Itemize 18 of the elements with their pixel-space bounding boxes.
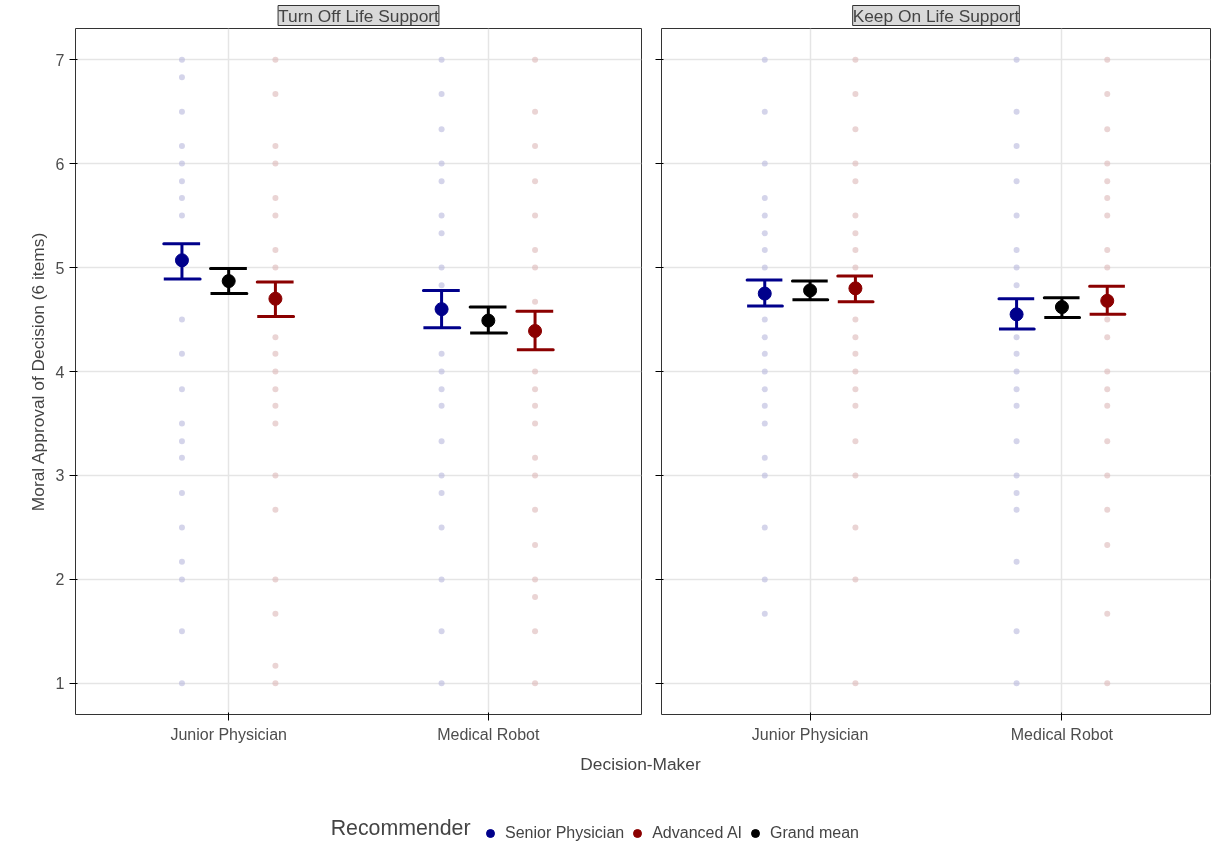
y-tick-label: 5 bbox=[55, 259, 65, 277]
y-tick-label: 4 bbox=[55, 363, 65, 381]
y-tick-label: 1 bbox=[55, 675, 65, 693]
chart-title: Keep On Life Support bbox=[852, 5, 1020, 26]
y-tick-label: 3 bbox=[55, 467, 65, 485]
x-tick-label: Medical Robot bbox=[1010, 725, 1114, 743]
y-tick-label: 2 bbox=[55, 571, 65, 589]
x-axis-title: Decision-Maker bbox=[580, 753, 701, 774]
legend-title: Recommender bbox=[330, 815, 471, 840]
x-tick-label: Junior Physician bbox=[170, 725, 287, 743]
y-tick-label: 7 bbox=[55, 51, 65, 69]
legend-label: Senior Physician bbox=[505, 824, 625, 842]
x-tick-label: Junior Physician bbox=[751, 725, 869, 743]
y-axis-title: Moral Approval of Decision (6 items) bbox=[27, 232, 48, 512]
y-tick-label: 6 bbox=[55, 155, 65, 173]
legend-label: Advanced AI bbox=[652, 824, 743, 842]
legend-label: Grand mean bbox=[770, 824, 859, 842]
x-tick-label: Medical Robot bbox=[437, 725, 541, 743]
